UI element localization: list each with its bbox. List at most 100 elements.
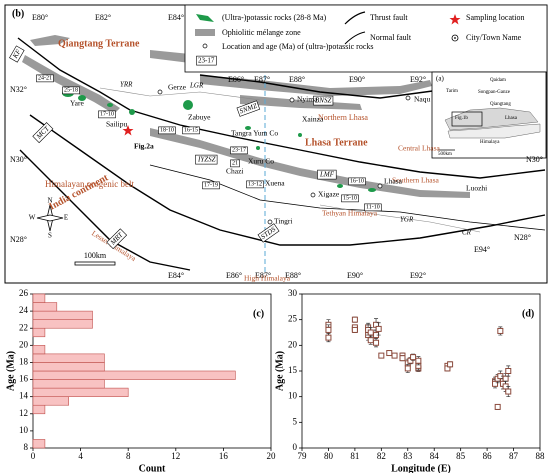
latitude-label: N30° (10, 155, 27, 164)
town-dot (310, 192, 316, 198)
panel-label: (b) (12, 8, 24, 19)
scatter-point (447, 361, 454, 368)
scatter-point (386, 350, 393, 357)
histogram-bar (32, 379, 105, 389)
scatter-point (325, 334, 332, 341)
inset-label: Fig.1b (455, 116, 468, 121)
compass-label: N (47, 197, 52, 205)
histogram-bar (32, 302, 58, 312)
x-axis-label: Count (139, 463, 166, 473)
scatter-point (502, 375, 509, 382)
river-label: CR (462, 229, 472, 237)
label-box (230, 159, 240, 168)
label-box (230, 146, 248, 155)
y-tick-label: 10 (19, 425, 29, 435)
label-box (246, 180, 264, 189)
town-dot (405, 95, 411, 101)
x-tick-label: 84 (430, 451, 440, 461)
scale-label: 100km (84, 251, 107, 260)
outcrop (256, 146, 260, 150)
x-tick-label: 88 (536, 451, 546, 461)
age-label: 18-10 (160, 127, 174, 133)
y-tick-label: 16 (19, 374, 29, 384)
town-label: Xigaze (318, 190, 340, 199)
histogram-bar (32, 362, 105, 372)
town-dot (289, 97, 295, 103)
legend-box (184, 4, 548, 73)
scatter-point (505, 368, 512, 374)
iyzsz-belt-west (22, 55, 120, 114)
river (99, 87, 261, 101)
x-tick-label: 81 (350, 451, 359, 461)
age-label: 16-10 (350, 178, 364, 184)
x-tick-label: 4 (78, 451, 83, 461)
town-label: Yare (70, 99, 84, 108)
legend-normal-icon (344, 31, 366, 45)
scale-bar (74, 261, 116, 266)
inset-label: Songpan-Ganze (478, 90, 511, 95)
y-tick-label: 25 (288, 314, 298, 324)
y-tick-label: 8 (24, 442, 29, 452)
x-tick-label: 12 (171, 451, 180, 461)
town-label: Lhasa (384, 177, 403, 186)
histogram-bar (32, 319, 93, 329)
town-label: Xainza (302, 115, 324, 124)
belt (30, 35, 70, 46)
histogram-bar (32, 345, 46, 355)
y-tick-label: 0 (293, 442, 298, 452)
legend-city-dot (454, 37, 456, 39)
label-box (182, 126, 200, 135)
legend-thrust-icon (344, 11, 366, 25)
inset-fig-box (451, 111, 483, 127)
age-label: 17-10 (100, 111, 114, 117)
histogram-bar (32, 404, 46, 415)
normal-fault (149, 164, 546, 231)
legend-location-icon (202, 43, 208, 49)
scatter-point (399, 355, 406, 362)
town-dot (157, 89, 163, 95)
scatter-point (492, 380, 499, 387)
sampling-star (122, 125, 134, 136)
scatter-point (378, 352, 385, 359)
longitude-label: E82° (95, 13, 111, 22)
legend-age-sample: 23-17 (198, 57, 215, 65)
x-tick-label: 20 (267, 451, 277, 461)
scatter-point (494, 403, 501, 410)
outcrop (183, 100, 193, 110)
terrane-label: Tethyan Himalaya (322, 209, 378, 218)
x-axis-label: Longitude (E) (391, 463, 451, 473)
town-dot (377, 183, 383, 189)
outcrop (107, 103, 113, 107)
river-label: YGR (400, 216, 414, 224)
terrane-label: Qiangtang Terrane (58, 38, 140, 49)
terrane-label: Southern Lhasa (392, 176, 440, 185)
x-tick-label: 16 (219, 451, 229, 461)
terrane-label: Central Lhasa (398, 144, 441, 153)
outcrop (368, 188, 376, 192)
terrane-label: Himalayan orogenic belt (45, 179, 134, 189)
y-tick-label: 15 (288, 365, 298, 375)
scatter-point (367, 337, 374, 344)
x-tick-label: 85 (456, 451, 466, 461)
label-box (196, 55, 217, 66)
compass-label: W (29, 214, 36, 222)
inset-label: Tarim (446, 89, 458, 94)
label-box (257, 223, 280, 243)
scatter-point (404, 365, 411, 372)
longitude-label: E86° (228, 75, 244, 84)
scatter-point (415, 357, 422, 364)
legend-label: City/Town Name (466, 33, 522, 42)
river (319, 204, 481, 233)
town-label: Sailipu (106, 120, 128, 129)
age-label: 16-15 (184, 127, 198, 133)
longitude-label: E92° (410, 271, 426, 280)
y-tick-label: 30 (288, 288, 298, 298)
inset-label: Qaidam (490, 78, 506, 83)
label-box (62, 86, 80, 95)
town-label: Nyima (297, 95, 318, 104)
y-tick-label: 14 (19, 391, 29, 401)
town-label: Xuru Co (248, 157, 274, 166)
histogram-bar (32, 387, 129, 397)
legend-label: Normal fault (370, 33, 412, 42)
